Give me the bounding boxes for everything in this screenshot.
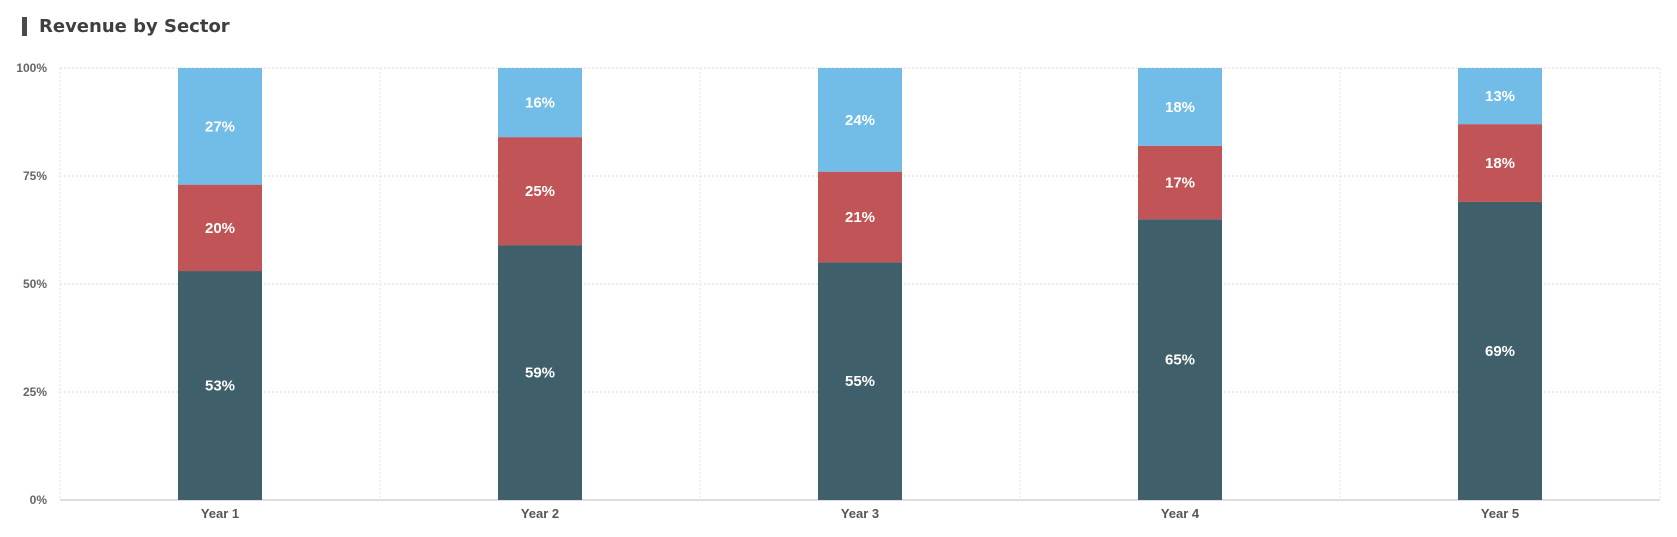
bar-value-label: 53% <box>205 378 235 395</box>
bar-value-label: 21% <box>845 209 875 226</box>
y-tick-label: 100% <box>16 61 47 75</box>
y-tick-label: 25% <box>23 385 47 399</box>
x-category-label: Year 1 <box>201 506 239 521</box>
bar-segment <box>818 171 902 263</box>
bar-segment <box>178 271 262 500</box>
bar-value-label: 18% <box>1485 155 1515 172</box>
bar-segment <box>1458 124 1542 202</box>
y-tick-label: 50% <box>23 277 47 291</box>
bar-value-label: 13% <box>1485 88 1515 105</box>
bar-segment <box>1138 219 1222 500</box>
bar-segment <box>1138 68 1222 146</box>
bar-value-label: 69% <box>1485 343 1515 360</box>
bar-value-label: 59% <box>525 365 555 382</box>
bar-segment <box>1458 201 1542 501</box>
bar-segment <box>498 137 582 246</box>
title-marker <box>22 16 27 36</box>
x-category-label: Year 5 <box>1481 506 1519 521</box>
bar-segment <box>1138 145 1222 220</box>
bar-value-label: 25% <box>525 183 555 200</box>
chart-title-wrap: Revenue by Sector <box>22 14 230 38</box>
bar-segment <box>178 184 262 272</box>
y-tick-label: 75% <box>23 169 47 183</box>
bar-value-label: 18% <box>1165 99 1195 116</box>
bar-value-label: 20% <box>205 220 235 237</box>
bar-segment <box>178 68 262 185</box>
chart-title: Revenue by Sector <box>39 15 230 37</box>
bar-segment <box>498 245 582 500</box>
y-tick-label: 0% <box>30 493 48 507</box>
bar-segment <box>1458 68 1542 125</box>
bar-segment <box>498 68 582 138</box>
x-category-label: Year 4 <box>1161 506 1200 521</box>
bar-value-label: 24% <box>845 112 875 129</box>
bar-value-label: 55% <box>845 373 875 390</box>
x-category-label: Year 2 <box>521 506 559 521</box>
x-category-label: Year 3 <box>841 506 879 521</box>
bar-value-label: 17% <box>1165 174 1195 191</box>
bar-segment <box>818 68 902 172</box>
bar-value-label: 65% <box>1165 352 1195 369</box>
bar-value-label: 27% <box>205 118 235 135</box>
bar-segment <box>818 262 902 500</box>
bar-value-label: 16% <box>525 95 555 112</box>
